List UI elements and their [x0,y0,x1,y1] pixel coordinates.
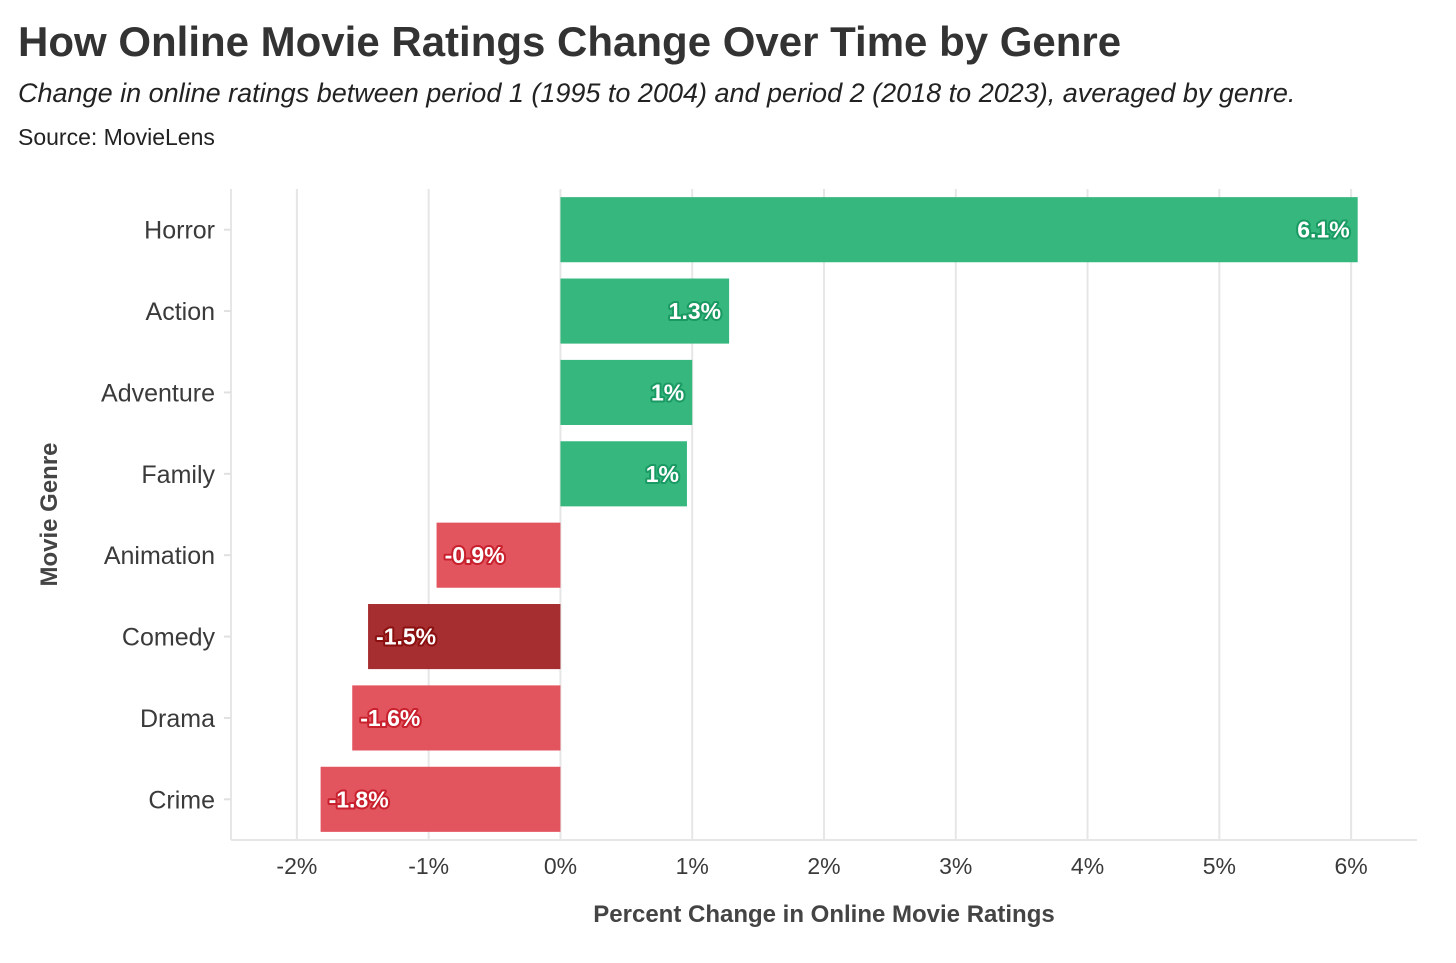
x-tick-label: 5% [1203,853,1236,879]
x-tick-label: -1% [408,853,449,879]
y-tick-label: Adventure [101,379,215,407]
bar-action [560,278,730,344]
bar-crime [320,766,561,832]
x-tick-label: 2% [807,853,840,879]
x-tick-label: 4% [1071,853,1104,879]
x-tick-label: -2% [276,853,317,879]
y-tick-label: Drama [140,705,215,733]
y-tick-label: Comedy [122,624,216,652]
axes [224,189,1417,841]
bar-adventure [560,359,693,425]
y-tick-label: Horror [144,217,215,245]
value-label-adventure: 1% [651,379,684,405]
bar-horror [560,197,1358,263]
bar-drama [352,685,561,751]
y-tick-label: Family [141,461,215,489]
x-tick-label: 1% [676,853,709,879]
y-axis-title: Movie Genre [36,442,63,586]
bar-family [560,441,687,507]
bar-value-labels: 6.1% 1.3% 1% 1% -0.9% -1.5% -1.6% -1.8% [327,215,1352,815]
value-label-comedy: -1.5% [376,624,436,650]
y-tick-label: Action [146,298,215,326]
value-label-horror: 6.1% [1297,217,1349,243]
bar-comedy [368,604,561,670]
bars [320,197,1358,832]
x-tick-label: 6% [1334,853,1367,879]
x-axis-title: Percent Change in Online Movie Ratings [593,901,1054,928]
x-tick-label: 0% [544,853,577,879]
chart-source: Source: MovieLens [18,124,215,150]
value-label-drama: -1.6% [360,705,420,731]
value-label-animation: -0.9% [445,542,505,568]
value-label-crime: -1.8% [329,786,389,812]
y-tick-labels: Horror Action Adventure Family Animation Come… [101,217,215,815]
bar-animation [436,522,561,588]
chart-title: How Online Movie Ratings Change Over Tim… [18,18,1122,65]
chart-subtitle: Change in online ratings between period … [18,78,1296,108]
y-tick-label: Crime [148,786,215,814]
x-tick-labels: -2% -1% 0% 1% 2% 3% 4% 5% 6% [276,853,1367,879]
x-tick-label: 3% [939,853,972,879]
y-tick-label: Animation [104,542,215,570]
value-label-family: 1% [646,461,679,487]
value-label-action: 1.3% [669,298,721,324]
